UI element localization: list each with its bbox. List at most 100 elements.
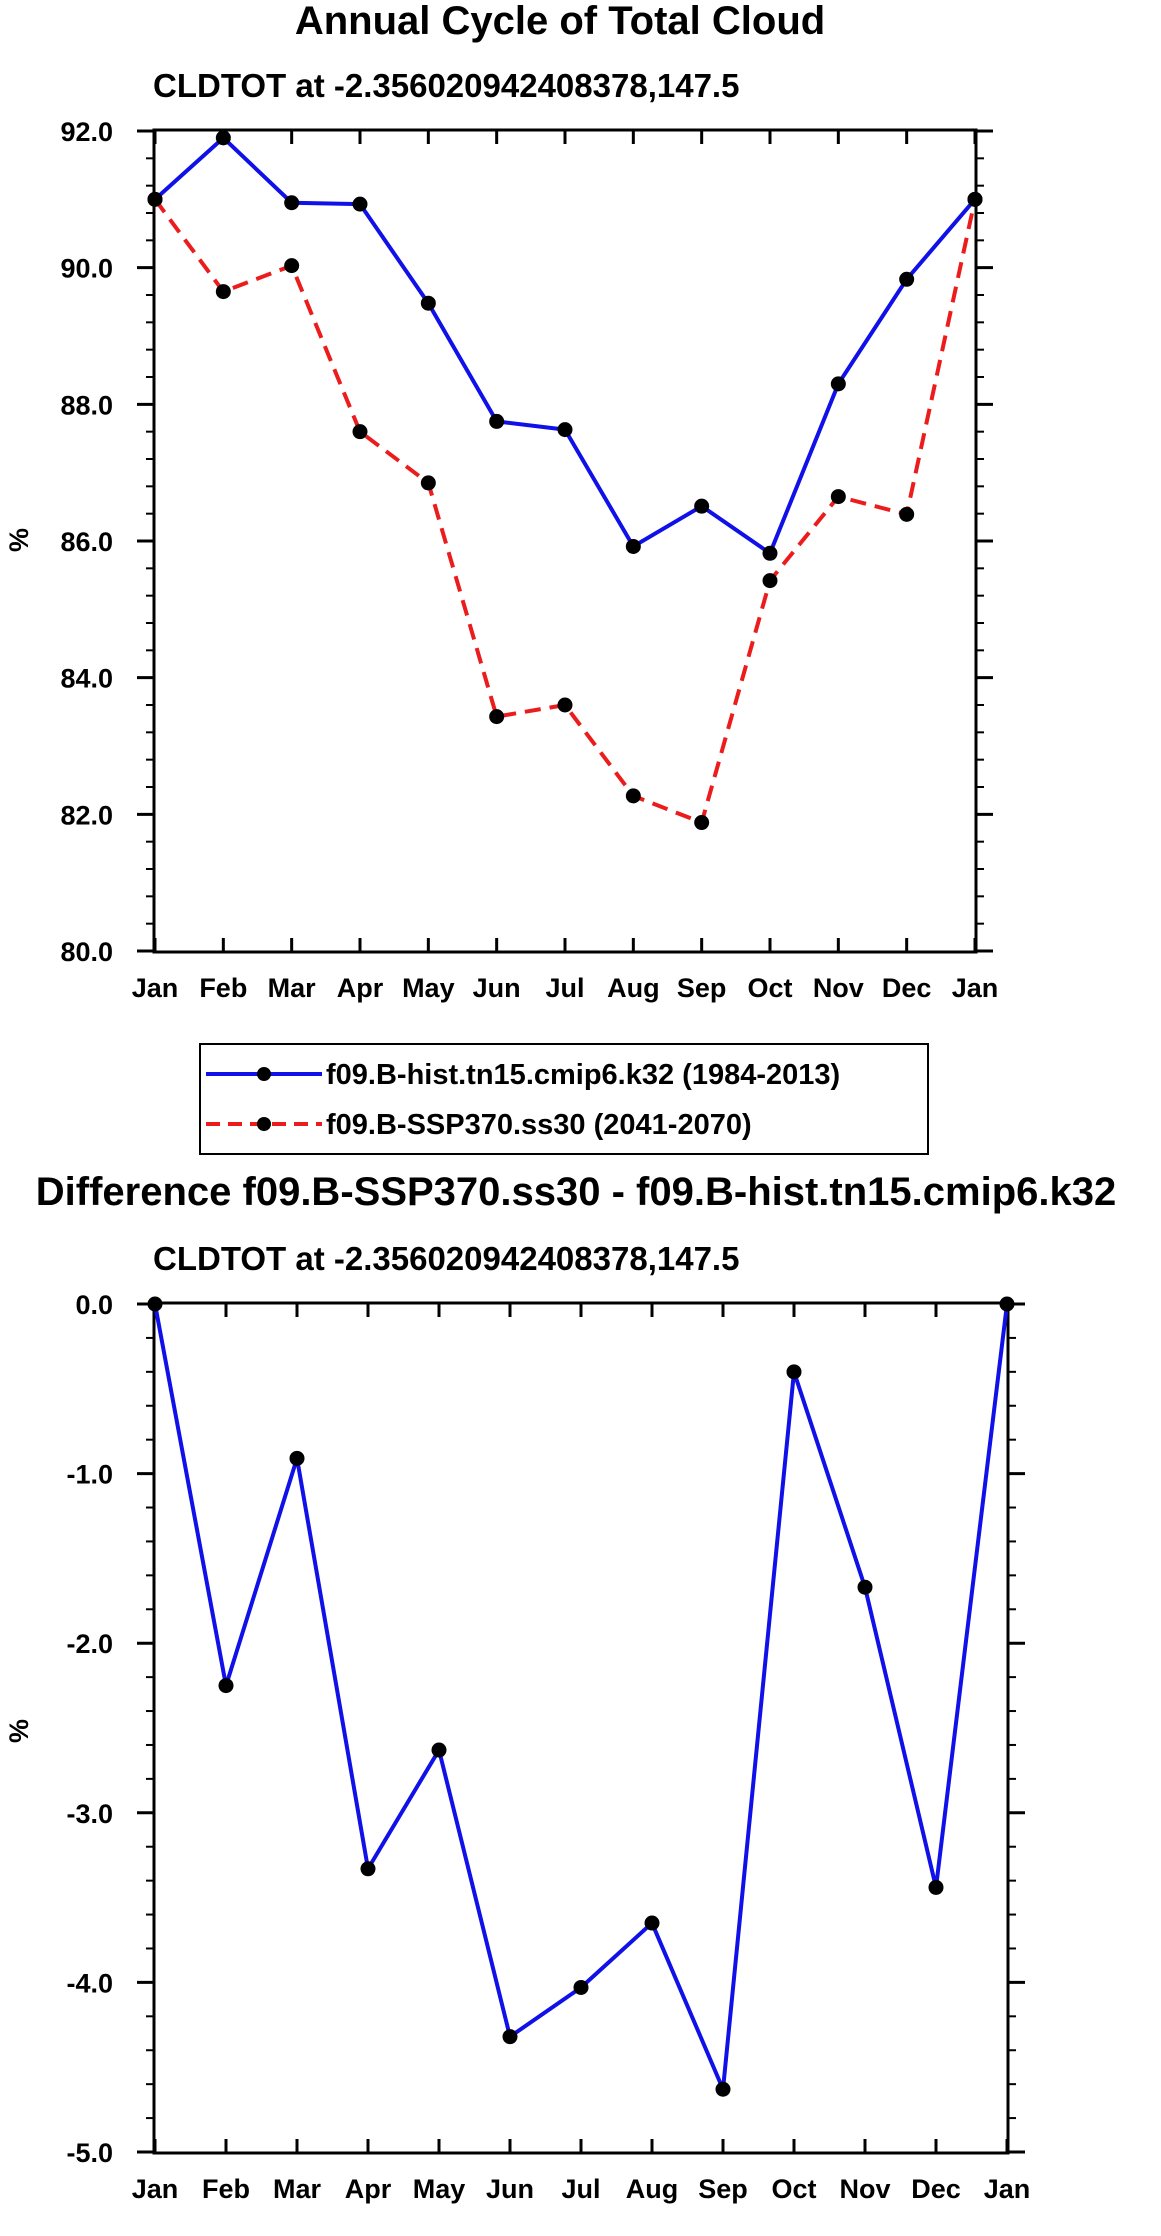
diff-ytick-label: -1.0 [66, 1460, 113, 1490]
diff-ytick-label: -4.0 [66, 1968, 113, 1998]
series-group-annual-cycle [147, 130, 983, 831]
legend: f09.B-hist.tn15.cmip6.k32 (1984-2013) f0… [199, 1043, 929, 1155]
annual-data-point [967, 191, 983, 207]
diff-data-point [857, 1579, 873, 1595]
annual-xtick-label: Jan [952, 973, 999, 1003]
diff-data-point [644, 1915, 660, 1931]
diff-data-point [715, 2081, 731, 2097]
annual-xtick-label: Sep [677, 973, 727, 1003]
chart-title-difference: Difference f09.B-SSP370.ss30 - f09.B-his… [36, 1170, 1116, 1214]
diff-xtick-label: Nov [839, 2174, 890, 2204]
annual-xtick-label: Oct [747, 973, 792, 1003]
annual-data-point [625, 788, 641, 804]
diff-xtick-label: Feb [202, 2174, 250, 2204]
annual-data-point [625, 538, 641, 554]
annual-ytick-label: 80.0 [60, 937, 113, 967]
diff-data-point [289, 1450, 305, 1466]
x-axis-difference: Jan Feb Mar Apr May Jun Jul Aug Sep Oct Nov Dec Jan [132, 1304, 1031, 2204]
legend-box [199, 1043, 929, 1155]
diff-ytick-label: 0.0 [75, 1290, 113, 1320]
annual-data-point [694, 815, 710, 831]
chart-subtitle-annual-cycle: CLDTOT at -2.356020942408378,147.5 [153, 67, 739, 104]
annual-xtick-label: Nov [813, 973, 864, 1003]
annual-xtick-label: Feb [199, 973, 247, 1003]
annual-data-point [284, 258, 300, 274]
annual-data-point [899, 506, 915, 522]
annual-data-point [694, 498, 710, 514]
y-axis-difference: -5.0 -4.0 -3.0 -2.0 -1.0 0.0 [66, 1290, 1025, 2168]
legend-label-ssp370: f09.B-SSP370.ss30 (2041-2070) [326, 1109, 752, 1141]
annual-data-point [557, 697, 573, 713]
annual-series-line-0 [153, 135, 977, 556]
annual-xtick-label: May [402, 973, 455, 1003]
annual-data-point [147, 191, 163, 207]
diff-xtick-label: Jul [561, 2174, 600, 2204]
diff-xtick-label: Oct [771, 2174, 816, 2204]
annual-ytick-label: 90.0 [60, 254, 113, 284]
annual-data-point [284, 195, 300, 211]
legend-marker-ssp370 [257, 1117, 271, 1131]
annual-data-point [352, 424, 368, 440]
chart-subtitle-difference: CLDTOT at -2.356020942408378,147.5 [153, 1240, 739, 1277]
y-axis-annual-cycle: 80.0 82.0 84.0 86.0 88.0 90.0 92.0 [60, 117, 993, 967]
annual-ytick-label: 84.0 [60, 664, 113, 694]
annual-series-line-1 [153, 198, 977, 825]
plot-frame-annual-cycle [152, 128, 978, 954]
annual-data-point [830, 376, 846, 392]
diff-xtick-label: Aug [626, 2174, 678, 2204]
diff-xtick-label: Jan [132, 2174, 179, 2204]
diff-data-point [218, 1678, 234, 1694]
annual-ytick-label: 86.0 [60, 527, 113, 557]
diff-data-point [147, 1296, 163, 1312]
annual-xtick-label: Aug [607, 973, 659, 1003]
annual-ytick-label: 92.0 [60, 117, 113, 147]
annual-data-point [830, 489, 846, 505]
diff-ytick-label: -2.0 [66, 1629, 113, 1659]
annual-data-point [352, 196, 368, 212]
diff-xtick-label: Apr [345, 2174, 392, 2204]
annual-data-point [489, 413, 505, 429]
panel-difference: Difference f09.B-SSP370.ss30 - f09.B-his… [4, 1170, 1116, 2204]
legend-marker-hist [257, 1067, 271, 1081]
diff-data-point [786, 1364, 802, 1380]
diff-xtick-label: Sep [698, 2174, 748, 2204]
diff-xtick-label: May [413, 2174, 466, 2204]
annual-xtick-label: Jun [473, 973, 521, 1003]
annual-data-point [420, 475, 436, 491]
diff-data-point [502, 2029, 518, 2045]
diff-xtick-label: Mar [273, 2174, 322, 2204]
annual-data-point [420, 295, 436, 311]
legend-label-hist: f09.B-hist.tn15.cmip6.k32 (1984-2013) [326, 1059, 840, 1091]
panel-annual-cycle: Annual Cycle of Total Cloud CLDTOT at -2… [4, 0, 998, 1003]
annual-data-point [215, 284, 231, 300]
diff-ytick-label: -3.0 [66, 1799, 113, 1829]
diff-ytick-label: -5.0 [66, 2138, 113, 2168]
diff-data-point [431, 1742, 447, 1758]
diff-series-line-0 [153, 1303, 1009, 2092]
diff-data-point [999, 1296, 1015, 1312]
annual-xtick-label: Dec [882, 973, 932, 1003]
annual-data-point [762, 545, 778, 561]
annual-ytick-label: 88.0 [60, 390, 113, 420]
diff-data-point [360, 1861, 376, 1877]
x-axis-annual-cycle: Jan Feb Mar Apr May Jun Jul Aug Sep Oct Nov Dec Jan [132, 131, 999, 1003]
y-axis-label-annual-cycle: % [4, 528, 34, 552]
annual-xtick-label: Jan [132, 973, 179, 1003]
annual-ytick-label: 82.0 [60, 800, 113, 830]
annual-data-point [899, 271, 915, 287]
annual-data-point [557, 422, 573, 438]
diff-data-point [573, 1979, 589, 1995]
annual-xtick-label: Mar [268, 973, 317, 1003]
diff-xtick-label: Jan [984, 2174, 1031, 2204]
chart-title-annual-cycle: Annual Cycle of Total Cloud [295, 0, 825, 43]
annual-xtick-label: Apr [337, 973, 384, 1003]
annual-xtick-label: Jul [545, 973, 584, 1003]
diff-xtick-label: Dec [911, 2174, 961, 2204]
plot-frame-difference [152, 1301, 1010, 2155]
series-group-difference [147, 1296, 1015, 2097]
diff-xtick-label: Jun [486, 2174, 534, 2204]
annual-data-point [762, 573, 778, 589]
annual-data-point [489, 709, 505, 725]
